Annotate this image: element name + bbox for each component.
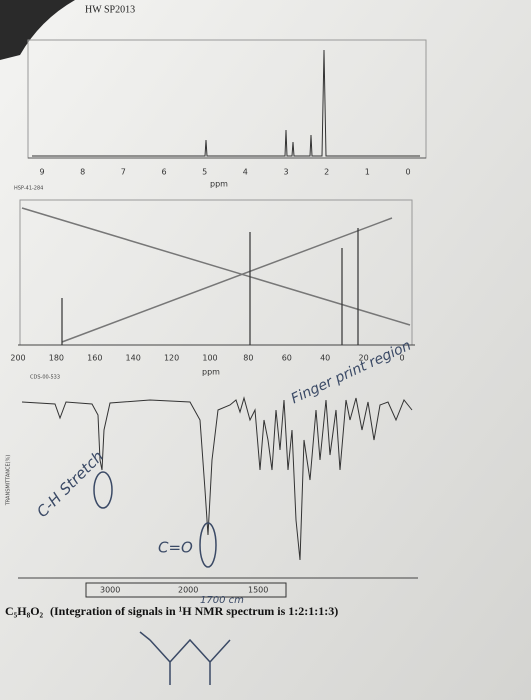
ir-ticks: 3000 2000 1500 bbox=[100, 586, 268, 595]
structure-sketch bbox=[139, 631, 231, 685]
nmr-1h-unit: ppm bbox=[210, 180, 228, 189]
tick-label: 1 bbox=[365, 168, 370, 177]
formula: C₅H₈O₂ bbox=[5, 604, 44, 618]
sheet-title: HW SP2013 bbox=[85, 4, 135, 15]
tick-label: 2 bbox=[324, 168, 329, 177]
nmr-13c-ticks: 200 180 160 140 120 100 80 60 40 20 0 bbox=[10, 354, 404, 363]
tick-label: 0 bbox=[399, 354, 404, 363]
formula-note: (Integration of signals in ¹H NMR spectr… bbox=[50, 604, 338, 618]
ch-circle bbox=[93, 471, 113, 509]
nmr-13c-unit: ppm bbox=[202, 368, 220, 377]
nmr-13c-baseline-b bbox=[61, 217, 393, 343]
tick-label: 40 bbox=[320, 354, 330, 363]
nmr-1h-code: HSP-41-284 bbox=[14, 186, 43, 192]
tick-label: 5 bbox=[202, 168, 207, 177]
ir-tick-box bbox=[85, 582, 287, 598]
tick-label: 4 bbox=[243, 168, 248, 177]
tick-label: 200 bbox=[10, 354, 25, 363]
nmr-13c-baseline-a bbox=[21, 207, 411, 326]
nmr-13c-peaks bbox=[61, 228, 359, 345]
tick-label: 140 bbox=[126, 354, 141, 363]
nmr-1h-ticks: 9 8 7 6 5 4 3 2 1 0 bbox=[39, 168, 410, 177]
co-circle bbox=[199, 522, 217, 568]
tick-label: 20 bbox=[359, 354, 369, 363]
tick-label: 3 bbox=[283, 168, 288, 177]
tick-label: 160 bbox=[87, 354, 102, 363]
ir-y-label: TRANSMITTANCE(%) bbox=[6, 455, 12, 507]
nmr-13c-code: CDS-00-533 bbox=[30, 375, 60, 381]
tick-label: 100 bbox=[202, 354, 217, 363]
tick-label: 9 bbox=[39, 168, 44, 177]
tick-label: 120 bbox=[164, 354, 179, 363]
tick-label: 6 bbox=[161, 168, 166, 177]
ir-tick-label: 3000 bbox=[100, 586, 120, 595]
nmr-1h-spectrum bbox=[32, 49, 420, 157]
carbonyl-note: C=O bbox=[158, 539, 193, 557]
shadow-corner bbox=[0, 0, 75, 60]
tick-label: 80 bbox=[243, 354, 253, 363]
wavenumber-note: 1700 cm bbox=[200, 595, 244, 606]
tick-label: 7 bbox=[121, 168, 126, 177]
tick-label: 60 bbox=[282, 354, 292, 363]
tick-label: 0 bbox=[405, 168, 410, 177]
ir-tick-label: 1500 bbox=[248, 586, 268, 595]
ir-spectrum bbox=[21, 396, 413, 561]
tick-label: 180 bbox=[49, 354, 64, 363]
ir-tick-label: 2000 bbox=[178, 586, 198, 595]
tick-label: 8 bbox=[80, 168, 85, 177]
